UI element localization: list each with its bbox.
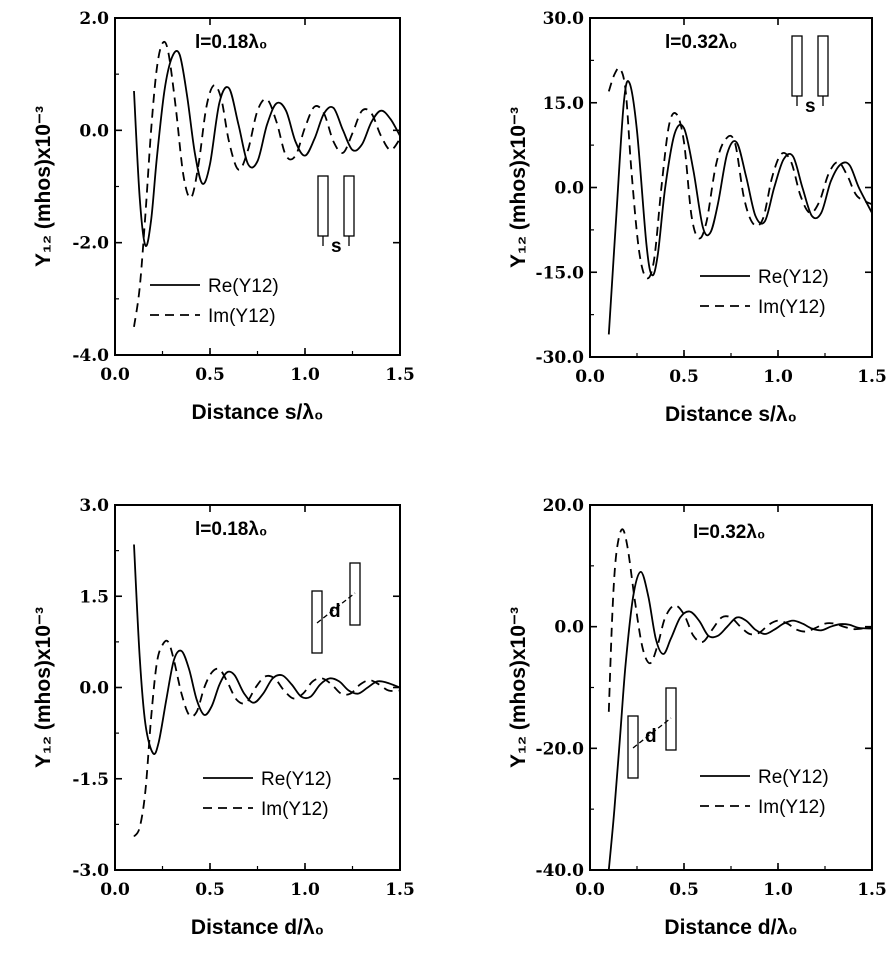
legend-label: Re(Y12) [758, 767, 829, 788]
series-im-y12-line [607, 67, 872, 280]
length-annotation: l=0.18λ₀ [195, 32, 267, 53]
separation-label: d [645, 726, 657, 747]
length-annotation: l=0.32λ₀ [665, 32, 737, 53]
x-tick-label: 1.0 [290, 365, 320, 385]
x-tick-label: 1.0 [290, 880, 320, 900]
y-tick-label: -1.5 [72, 770, 109, 790]
y-axis-label: Y₁₂ (mhos)x10⁻³ [507, 607, 530, 768]
separation-label: d [329, 601, 341, 622]
y-tick-label: -40.0 [536, 861, 585, 881]
dipole-element [665, 687, 677, 751]
y-tick-label: 20.0 [543, 496, 585, 516]
separation-line [632, 717, 672, 749]
y-tick-label: 0.0 [79, 121, 109, 141]
length-annotation: l=0.18λ₀ [195, 519, 267, 540]
y-tick-label: -4.0 [72, 346, 109, 366]
plot-frame [114, 504, 401, 871]
x-tick-label: 1.5 [857, 367, 887, 387]
y-tick-label: 0.0 [554, 179, 584, 199]
separation-label: s [805, 96, 816, 117]
series-re-y12-line [607, 570, 872, 870]
legend-label: Re(Y12) [261, 769, 332, 790]
x-axis-label: Distance s/λ₀ [665, 403, 797, 426]
antenna-inset: d [311, 562, 361, 654]
antenna-inset: s [791, 35, 829, 117]
dipole-element [791, 35, 803, 97]
y-tick-label: -15.0 [536, 263, 585, 283]
dipole-element [349, 562, 361, 626]
antenna-inset: s [317, 175, 355, 257]
x-axis-label: Distance d/λ₀ [664, 916, 797, 939]
x-tick-label: 0.0 [100, 880, 130, 900]
x-tick-label: 1.5 [385, 880, 415, 900]
separation-line [316, 592, 356, 624]
y-tick-label: -3.0 [72, 861, 109, 881]
y-tick-label: -2.0 [72, 234, 109, 254]
series-re-y12-line [133, 50, 400, 247]
plot-frame [114, 17, 401, 356]
legend-label: Im(Y12) [758, 797, 826, 818]
y-axis-label: Y₁₂ (mhos)x10⁻³ [507, 107, 530, 268]
x-axis-label: Distance s/λ₀ [191, 401, 323, 424]
y-tick-label: 2.0 [79, 9, 109, 29]
plot-frame [589, 504, 873, 871]
series-im-y12-line [133, 40, 400, 328]
legend-label: Re(Y12) [758, 267, 829, 288]
y-tick-label: 1.5 [79, 587, 109, 607]
chart-tr: 0.0 0.5 1.0 1.5 30.0 15.0 0.0 -15.0 -30.0 Distanc… [507, 9, 887, 426]
x-tick-label: 1.5 [385, 365, 415, 385]
x-tick-label: 0.5 [195, 880, 225, 900]
legend-label: Im(Y12) [261, 799, 329, 820]
legend-label: Re(Y12) [208, 276, 279, 297]
y-tick-label: 3.0 [79, 496, 109, 516]
series-im-y12-line [133, 639, 400, 838]
chart-bl: 0.0 0.5 1.0 1.5 3.0 1.5 0.0 -1.5 -3.0 Distance d/… [32, 496, 415, 939]
legend-label: Im(Y12) [758, 297, 826, 318]
antenna-inset: d [627, 687, 677, 779]
y-tick-label: 15.0 [543, 94, 585, 114]
series-im-y12-line [607, 528, 872, 712]
chart-tl: 0.0 0.5 1.0 1.5 2.0 0.0 -2.0 -4.0 Distance s/λ₀ Y… [32, 9, 415, 424]
x-tick-label: 0.0 [575, 367, 605, 387]
dipole-element [343, 175, 355, 237]
y-tick-label: 30.0 [543, 9, 585, 29]
x-tick-label: 0.5 [669, 880, 699, 900]
dipole-element [627, 715, 639, 779]
x-tick-label: 1.5 [857, 880, 887, 900]
dipole-element [311, 590, 323, 654]
x-tick-label: 0.0 [100, 365, 130, 385]
separation-label: s [331, 236, 342, 257]
y-tick-label: 0.0 [79, 679, 109, 699]
y-tick-label: -20.0 [536, 739, 585, 759]
series-re-y12-line [607, 80, 872, 335]
x-tick-label: 0.5 [195, 365, 225, 385]
y-axis-label: Y₁₂ (mhos)x10⁻³ [32, 607, 55, 768]
x-tick-label: 1.0 [763, 367, 793, 387]
y-tick-label: 0.0 [554, 618, 584, 638]
dipole-element [317, 175, 329, 237]
length-annotation: l=0.32λ₀ [693, 522, 765, 543]
x-axis-label: Distance d/λ₀ [191, 916, 324, 939]
y-tick-label: -30.0 [536, 348, 585, 368]
series-re-y12-line [133, 544, 400, 755]
dipole-element [817, 35, 829, 97]
x-tick-label: 1.0 [763, 880, 793, 900]
chart-br: 0.0 0.5 1.0 1.5 20.0 0.0 -20.0 -40.0 Distance d/… [507, 496, 887, 939]
legend-label: Im(Y12) [208, 306, 276, 327]
x-tick-label: 0.5 [669, 367, 699, 387]
x-tick-label: 0.0 [575, 880, 605, 900]
y-axis-label: Y₁₂ (mhos)x10⁻³ [32, 106, 55, 267]
